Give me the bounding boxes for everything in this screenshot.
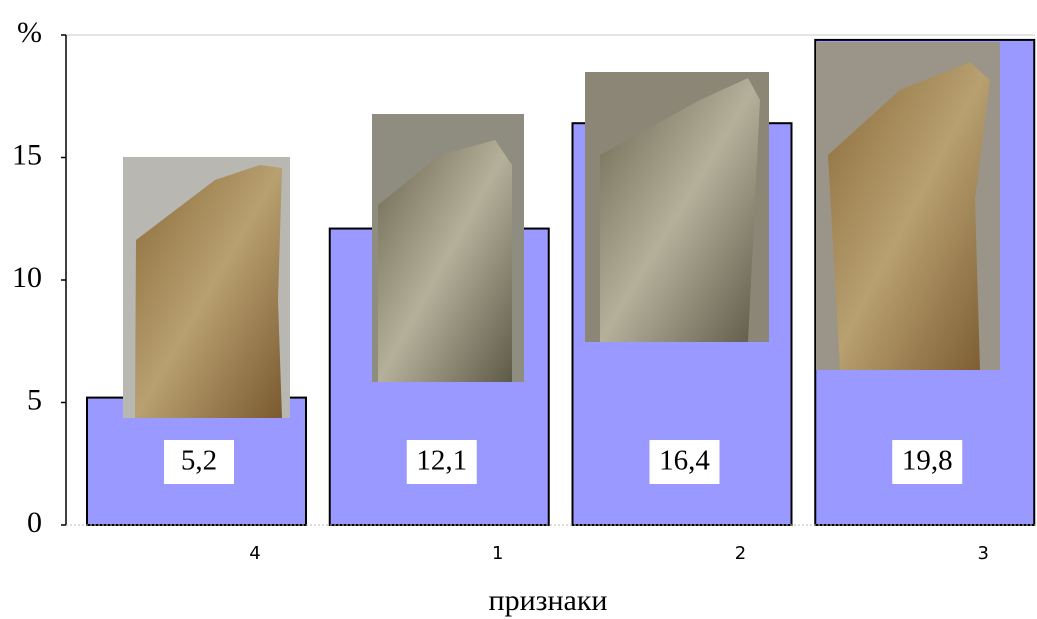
value-label: 5,2 <box>181 445 217 477</box>
x-tick-label: 1 <box>492 543 503 564</box>
value-label-box <box>164 440 234 484</box>
x-axis-title: признаки <box>489 584 608 617</box>
value-label: 12,1 <box>416 445 467 477</box>
x-tick-label: 2 <box>735 543 746 564</box>
photo-part <box>828 62 990 370</box>
x-tick-label: 3 <box>978 543 989 564</box>
value-label: 19,8 <box>902 445 953 477</box>
photo-part <box>600 78 760 342</box>
y-tick-label: 0 <box>27 506 42 539</box>
photo-part <box>378 140 512 382</box>
photo-part <box>135 165 282 418</box>
value-label-box <box>406 440 477 484</box>
value-label: 16,4 <box>659 445 710 477</box>
y-tick-label: % <box>17 16 42 49</box>
value-label-box <box>892 440 963 484</box>
photos <box>123 42 1000 418</box>
y-tick-label: 15 <box>12 138 42 171</box>
x-tick-label: 4 <box>249 543 260 564</box>
value-label-box <box>649 440 720 484</box>
y-tick-label: 5 <box>27 383 42 416</box>
y-tick-label: 10 <box>12 261 42 294</box>
